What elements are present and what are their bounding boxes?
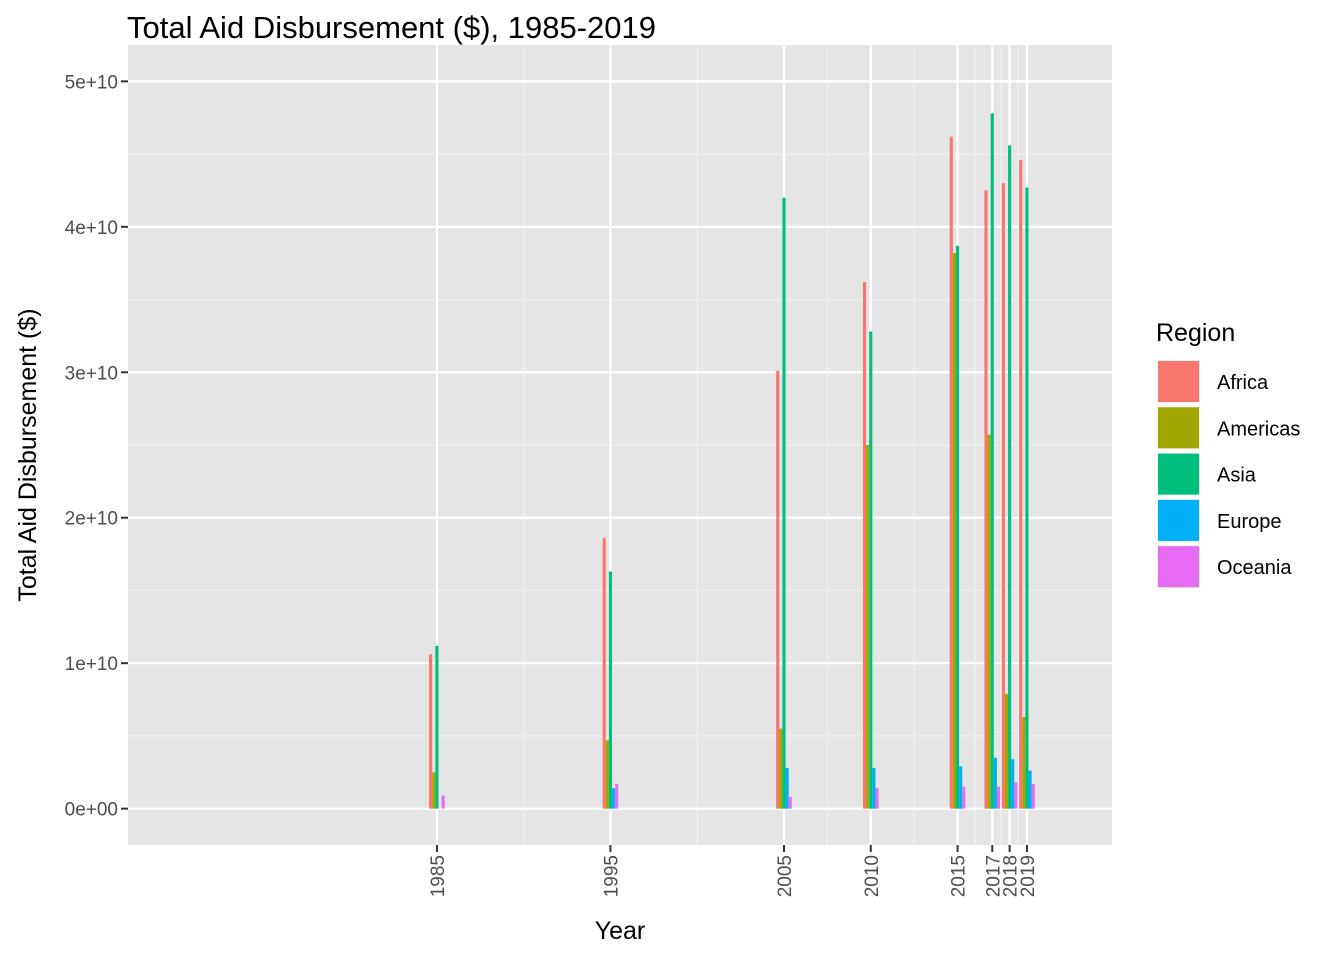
legend-label-africa: Africa	[1217, 372, 1269, 394]
bar-africa-2005	[776, 370, 780, 809]
bar-oceania-2019	[1031, 783, 1035, 809]
x-tick-label: 2018	[1001, 855, 1022, 897]
bar-oceania-1985	[441, 795, 445, 809]
bar-oceania-2005	[788, 797, 792, 809]
minor-gridlines	[128, 45, 1112, 845]
bar-africa-1995	[602, 538, 606, 809]
bars	[429, 113, 1035, 809]
legend-swatch-asia	[1158, 453, 1199, 495]
bar-europe-2018	[1011, 759, 1015, 809]
bar-europe-2005	[785, 767, 789, 809]
bar-asia-2015	[955, 245, 960, 809]
bar-americas-2017	[987, 434, 991, 809]
y-tick-label: 3e+10	[65, 363, 118, 384]
x-tick-label: 2010	[862, 855, 883, 897]
bar-africa-2017	[984, 190, 988, 809]
y-tick-label: 1e+10	[65, 654, 118, 675]
y-axis: 0e+00 1e+10 2e+10 3e+10 4e+10 5e+10	[65, 72, 128, 821]
bar-europe-2019	[1028, 770, 1032, 809]
bar-asia-1985	[435, 645, 439, 809]
y-tick-label: 0e+00	[65, 800, 118, 821]
x-axis-title: Year	[595, 917, 646, 945]
bar-asia-2005	[782, 197, 786, 809]
legend-swatch-europe	[1158, 499, 1199, 541]
bar-europe-2015	[959, 766, 963, 809]
y-tick-label: 4e+10	[65, 218, 118, 239]
legend-swatch-americas	[1158, 407, 1199, 449]
bar-oceania-2017	[996, 786, 1001, 809]
x-tick-label: 1985	[428, 855, 449, 897]
bar-africa-2018	[1001, 183, 1005, 809]
bar-europe-2017	[993, 757, 997, 809]
bar-americas-1995	[605, 740, 609, 809]
bar-asia-1995	[608, 571, 613, 809]
legend-label-americas: Americas	[1217, 418, 1300, 440]
x-tick-label: 2017	[983, 855, 1004, 897]
bar-oceania-1995	[615, 783, 619, 809]
x-tick-label: 1995	[601, 855, 622, 897]
chart-title: Total Aid Disbursement ($), 1985-2019	[127, 10, 656, 45]
legend-swatch-oceania	[1158, 546, 1199, 588]
bar-africa-1985	[429, 654, 433, 809]
bar-americas-2015	[952, 253, 956, 809]
legend-label-asia: Asia	[1217, 465, 1257, 487]
bar-americas-2019	[1022, 717, 1026, 809]
bar-americas-2005	[779, 728, 783, 809]
y-tick-label: 5e+10	[65, 72, 118, 93]
legend-label-europe: Europe	[1217, 511, 1282, 533]
legend-title: Region	[1156, 319, 1235, 347]
y-axis-title: Total Aid Disbursement ($)	[14, 308, 42, 601]
bar-asia-2018	[1008, 145, 1012, 809]
bar-africa-2010	[862, 282, 867, 809]
legend: Region Africa Americas Asia Europe Oceania	[1156, 319, 1300, 589]
bar-asia-2019	[1025, 187, 1029, 809]
bar-americas-1985	[432, 772, 436, 809]
x-tick-label: 2019	[1018, 855, 1039, 897]
bar-africa-2019	[1019, 159, 1023, 809]
bar-oceania-2018	[1014, 782, 1018, 809]
bar-asia-2017	[990, 113, 994, 809]
bar-oceania-2010	[875, 788, 879, 809]
bar-europe-2010	[872, 767, 876, 809]
bar-americas-2010	[866, 445, 870, 809]
legend-swatch-africa	[1158, 361, 1199, 402]
x-tick-label: 2005	[775, 855, 796, 897]
bar-africa-2015	[949, 136, 953, 809]
legend-label-oceania: Oceania	[1217, 557, 1292, 579]
bar-asia-2010	[869, 331, 873, 809]
x-tick-label: 2015	[949, 855, 970, 897]
y-tick-label: 2e+10	[65, 509, 118, 530]
bar-europe-1995	[612, 788, 616, 809]
bar-americas-2018	[1004, 693, 1009, 809]
bar-oceania-2015	[962, 786, 966, 809]
